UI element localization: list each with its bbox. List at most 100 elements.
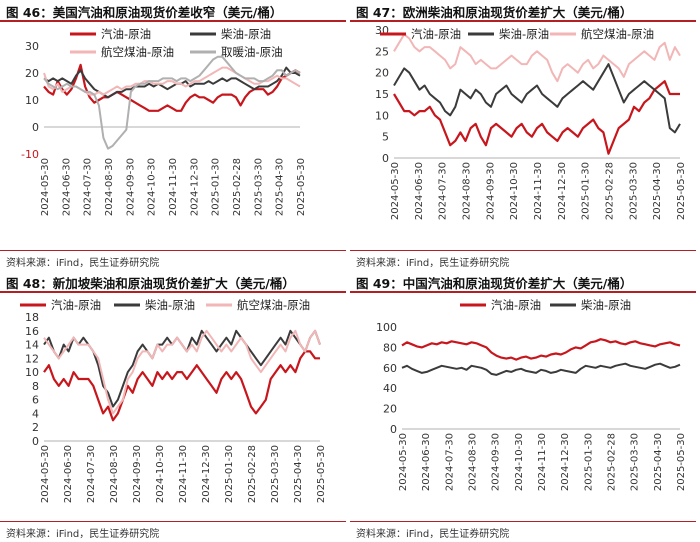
x-tick-label: 2025-05-30 [676, 433, 687, 491]
x-tick-label: 2024-08-30 [109, 445, 120, 503]
x-tick-label: 2024-07-30 [83, 158, 94, 216]
x-tick-label: 2024-06-30 [63, 445, 74, 503]
x-tick-label: 2024-11-30 [178, 445, 189, 503]
x-tick-label: 2025-04-30 [653, 433, 664, 491]
series-line [401, 338, 681, 361]
x-tick-label: 2024-10-30 [514, 433, 525, 491]
x-tick-label: 2025-05-30 [296, 158, 307, 216]
legend-label: 柴油-原油 [145, 298, 195, 312]
chart-plot-49: 0 20 40 60 80 100 2024-05-30 2024-06-30 2024-07-… [376, 298, 687, 491]
y-tick-label: 2 [32, 421, 39, 434]
y-tick-label: 60 [383, 362, 397, 375]
legend-label: 汽油-原油 [101, 27, 151, 41]
title-rule [350, 291, 696, 293]
source-rule [0, 250, 346, 251]
x-tick-label: 2024-11-30 [168, 158, 179, 216]
y-tick-label: 14 [25, 339, 39, 352]
y-tick-label: 10 [25, 94, 39, 107]
x-tick-label: 2024-05-30 [390, 162, 401, 220]
x-tick-label: 2025-04-30 [293, 445, 304, 503]
x-tick-label: 2025-01-30 [224, 445, 235, 503]
source-note: 资料来源：iFind，民生证券研究院 [356, 529, 510, 540]
y-tick-label: -10 [21, 148, 39, 161]
series-line [43, 329, 321, 415]
chart-panel-46: 图 46：美国汽油和原油现货价差收窄（美元/桶） -10 0 10 20 30 2024-… [0, 0, 350, 271]
legend-label: 航空煤油-原油 [101, 45, 174, 59]
x-tick-label: 2024-09-30 [485, 162, 496, 220]
x-tick-label: 2024-05-30 [40, 158, 51, 216]
x-tick-label: 2024-07-30 [444, 433, 455, 491]
series-line [393, 80, 680, 155]
y-tick-label: 80 [383, 341, 397, 354]
x-tick-label: 2024-12-30 [189, 158, 200, 216]
x-tick-label: 2024-09-30 [491, 433, 502, 491]
x-tick-label: 2025-03-30 [630, 433, 641, 491]
series-line [393, 63, 681, 134]
x-tick-label: 2024-07-30 [438, 162, 449, 220]
x-tick-label: 2024-08-30 [462, 162, 473, 220]
series-line [401, 362, 681, 376]
series-line [43, 66, 301, 99]
x-tick-label: 2024-08-30 [104, 158, 115, 216]
x-tick-label: 2024-06-30 [421, 433, 432, 491]
chart-panel-49: 图 49：中国汽油和原油现货价差扩大（美元/桶） 0 20 40 60 80 100 202… [350, 271, 700, 542]
chart-title: 图 49：中国汽油和原油现货价差扩大（美元/桶） [356, 276, 633, 291]
x-tick-label: 2025-05-30 [676, 162, 687, 220]
title-rule [0, 291, 346, 293]
title-rule [350, 20, 696, 22]
y-tick-label: 0 [382, 152, 389, 165]
x-tick-label: 2024-12-30 [560, 433, 571, 491]
y-tick-label: 12 [25, 352, 39, 365]
legend-label: 汽油-原油 [411, 27, 461, 41]
source-note: 资料来源：iFind，民生证券研究院 [356, 258, 510, 269]
y-tick-label: 25 [375, 45, 389, 58]
y-tick-label: 4 [32, 407, 39, 420]
x-tick-label: 2024-05-30 [398, 433, 409, 491]
y-tick-label: 18 [25, 311, 39, 324]
x-tick-label: 2024-09-30 [132, 445, 143, 503]
chart-title: 图 48：新加坡柴油和原油现货价差扩大（美元/桶） [6, 276, 295, 291]
series-line [393, 33, 681, 83]
series-line [43, 63, 301, 112]
x-tick-label: 2025-04-30 [275, 158, 286, 216]
chart-panel-48: 图 48：新加坡柴油和原油现货价差扩大（美元/桶） 0 2 4 6 8 10 12 14 16 1… [0, 271, 350, 542]
chart-plot-46: -10 0 10 20 30 2024-05-30 2024-06-30 2024-07-30… [21, 27, 307, 216]
chart-title: 图 46：美国汽油和原油现货价差收窄（美元/桶） [6, 5, 283, 20]
legend-label: 航空煤油-原油 [581, 27, 654, 41]
y-tick-label: 15 [375, 88, 389, 101]
y-tick-label: 0 [390, 423, 397, 436]
x-tick-label: 2025-01-30 [583, 433, 594, 491]
x-tick-label: 2025-02-28 [232, 158, 243, 216]
legend-label: 汽油-原油 [491, 298, 541, 312]
source-rule [350, 521, 696, 522]
y-tick-label: 0 [32, 435, 39, 448]
chart-title: 图 47：欧洲柴油和原油现货价差扩大（美元/桶） [356, 5, 633, 20]
y-tick-label: 10 [375, 109, 389, 122]
series-line [43, 350, 320, 422]
y-tick-label: 20 [383, 403, 397, 416]
y-tick-label: 40 [383, 382, 397, 395]
y-tick-label: 100 [376, 321, 397, 334]
x-tick-label: 2025-05-30 [316, 445, 327, 503]
x-tick-label: 2025-03-30 [270, 445, 281, 503]
series-line [43, 55, 301, 150]
x-tick-label: 2024-06-30 [414, 162, 425, 220]
x-tick-label: 2025-03-30 [628, 162, 639, 220]
source-rule [350, 250, 696, 251]
x-tick-label: 2024-10-30 [509, 162, 520, 220]
y-tick-label: 0 [32, 121, 39, 134]
y-tick-label: 8 [32, 380, 39, 393]
chart-panel-47: 图 47：欧洲柴油和原油现货价差扩大（美元/桶） 0 5 10 15 20 25 30 202… [350, 0, 700, 271]
y-tick-label: 5 [382, 131, 389, 144]
x-tick-label: 2024-11-30 [537, 433, 548, 491]
x-tick-label: 2024-10-30 [155, 445, 166, 503]
x-tick-label: 2025-01-30 [581, 162, 592, 220]
legend-label: 汽油-原油 [51, 298, 101, 312]
x-tick-label: 2025-02-28 [605, 162, 616, 220]
y-tick-label: 20 [375, 67, 389, 80]
legend-label: 取暖油-原油 [221, 45, 283, 59]
x-tick-label: 2024-11-30 [533, 162, 544, 220]
legend-label: 柴油-原油 [221, 27, 271, 41]
y-tick-label: 30 [25, 40, 39, 53]
